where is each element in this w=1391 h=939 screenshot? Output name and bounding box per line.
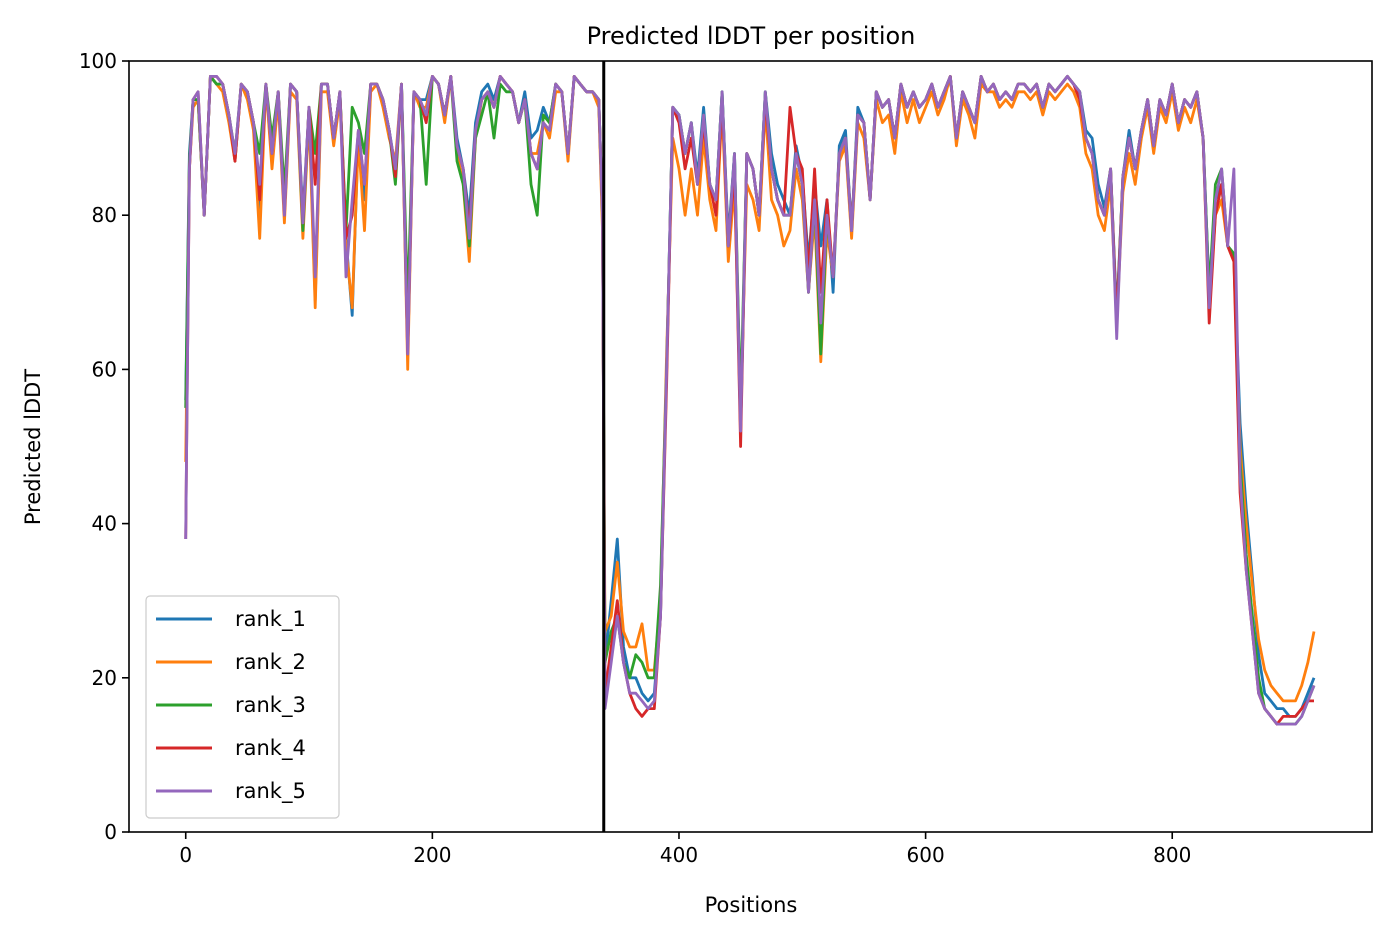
y-axis-title: Predicted lDDT (21, 369, 45, 525)
y-tick-label: 20 (92, 666, 117, 690)
chart-title: Predicted lDDT per position (587, 22, 916, 50)
legend-label: rank_4 (235, 736, 306, 761)
x-axis: 0 200 400 600 800 (179, 832, 1191, 867)
legend: rank_1 rank_2 rank_3 rank_4 rank_5 (145, 595, 340, 819)
y-tick-label: 80 (92, 203, 117, 227)
x-tick-label: 200 (413, 843, 451, 867)
legend-label: rank_5 (235, 779, 306, 804)
legend-label: rank_2 (235, 650, 306, 675)
x-axis-title: Positions (705, 893, 798, 917)
x-tick-label: 800 (1153, 843, 1191, 867)
series-lines (184, 75, 1316, 726)
series-line-rank_5 (184, 75, 1316, 726)
legend-box (145, 595, 340, 819)
plot-frame (128, 60, 1373, 833)
y-tick-label: 0 (104, 820, 117, 844)
x-tick-label: 600 (907, 843, 945, 867)
x-tick-label: 400 (660, 843, 698, 867)
y-tick-label: 40 (92, 512, 117, 536)
y-axis: 0 20 40 60 80 100 (79, 49, 129, 844)
legend-label: rank_1 (235, 607, 306, 632)
x-tick-label: 0 (179, 843, 192, 867)
y-tick-label: 100 (79, 49, 117, 73)
legend-label: rank_3 (235, 693, 306, 718)
y-tick-label: 60 (92, 357, 117, 381)
